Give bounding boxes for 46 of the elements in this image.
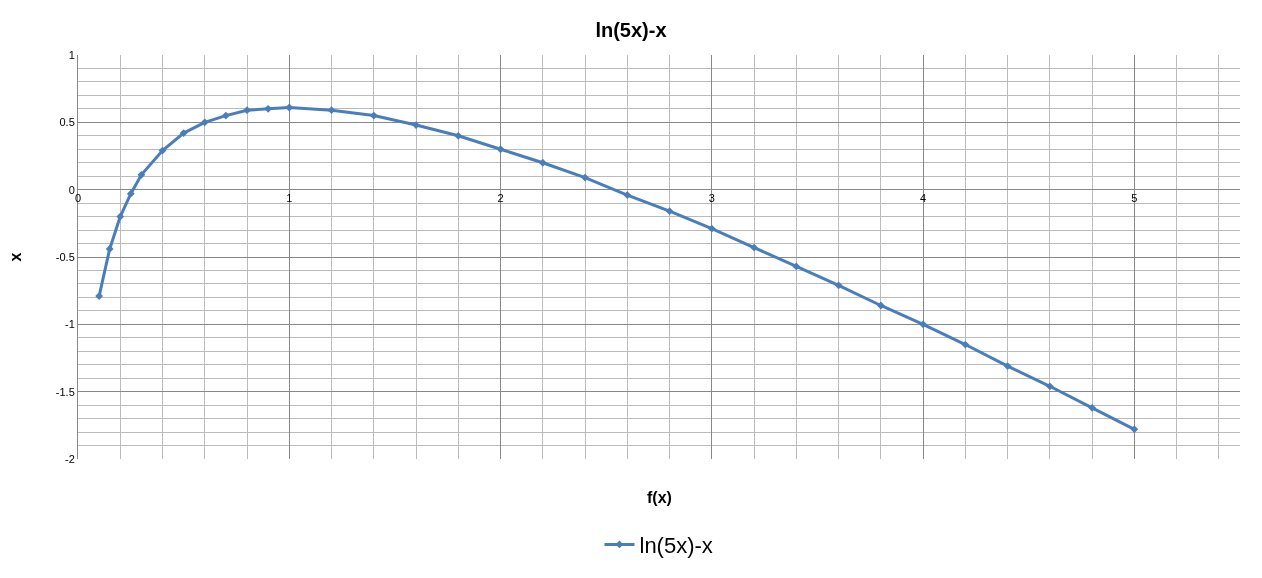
y-tick-label: -1.5 (55, 385, 75, 398)
x-tick-label: 2 (497, 191, 504, 204)
point (496, 145, 505, 154)
point (750, 243, 758, 252)
point (876, 301, 885, 310)
point (285, 103, 294, 112)
point (919, 320, 927, 329)
y-tick-label: 1 (68, 48, 75, 61)
y-tick-label: -0.5 (55, 250, 75, 263)
point (792, 262, 801, 271)
point (1088, 403, 1097, 412)
point (454, 131, 463, 140)
point (126, 189, 135, 198)
point (369, 111, 378, 120)
point (137, 170, 146, 179)
y-axis-title: x (6, 252, 24, 262)
x-tick-label: 5 (1131, 191, 1138, 204)
point (327, 106, 336, 115)
point (116, 212, 125, 221)
x-tick-label: 3 (708, 191, 715, 204)
point (623, 191, 632, 199)
point (1045, 382, 1054, 391)
y-tick-label: 0 (68, 183, 75, 196)
point (1130, 425, 1139, 434)
y-tick-label: -2 (65, 452, 75, 465)
legend-label: ln(5x)-x (639, 533, 713, 559)
point (581, 173, 589, 182)
point (200, 118, 209, 127)
point (243, 106, 251, 115)
x-tick-label: 4 (920, 191, 927, 204)
x-axis-title: f(x) (647, 489, 672, 506)
point (1003, 362, 1012, 370)
point (665, 207, 674, 216)
x-tick-label: 1 (286, 191, 293, 204)
point (95, 292, 104, 300)
point (158, 146, 167, 155)
point (707, 224, 716, 233)
point (961, 340, 970, 349)
y-tick-label: 0.5 (59, 116, 75, 129)
y-tick-label: -1 (65, 318, 75, 331)
point (105, 245, 114, 253)
point (834, 281, 843, 290)
point (538, 158, 547, 167)
point (221, 111, 230, 120)
point (179, 129, 188, 138)
chart-title: ln(5x)-x (595, 19, 667, 42)
